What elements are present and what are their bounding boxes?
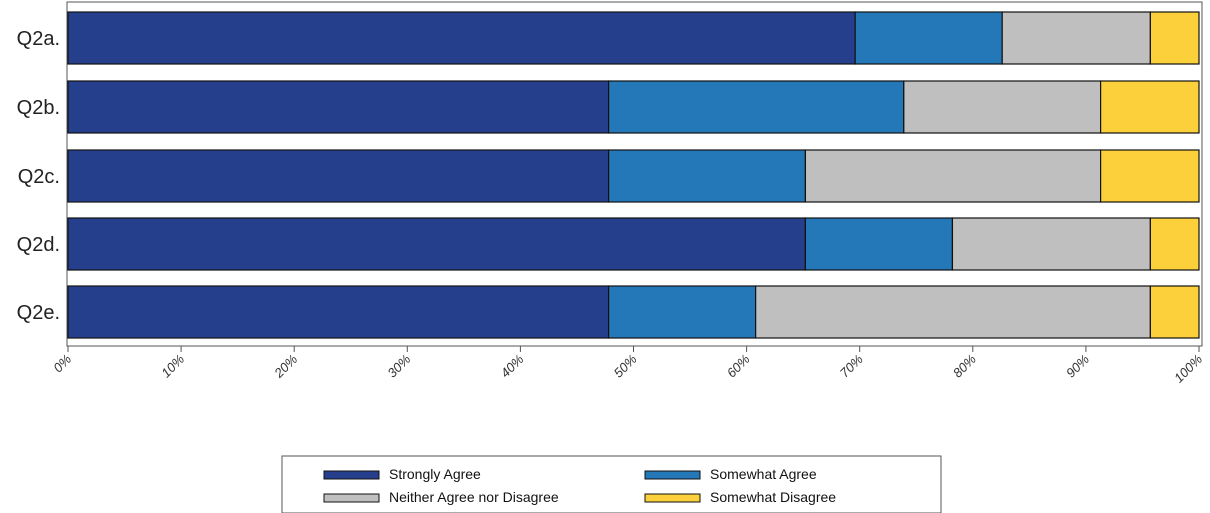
category-label: Q2b. [17,97,60,119]
bar-segment [903,80,1102,134]
bar-segment [1100,149,1200,203]
bar-segment [67,11,856,65]
x-tick-label: 70% [837,352,866,381]
plot-frame [66,1,1203,347]
legend-swatch [644,493,701,503]
x-tick-label: 30% [384,352,413,381]
legend-frame [281,455,942,513]
category-label: Q2a. [17,28,60,50]
category-label: Q2e. [17,302,60,324]
x-tick-label: 60% [724,352,753,381]
x-tick-label: 20% [271,352,301,382]
legend-label: Somewhat Agree [710,466,817,482]
legend-label: Strongly Agree [389,466,481,482]
bar-segment [1100,80,1200,134]
bar-segment [854,11,1003,65]
x-tick-label: 0% [50,352,74,376]
bar-segment [951,217,1151,271]
bar-segment [67,149,610,203]
bar-segment [608,285,757,339]
x-tick-label: 100% [1171,352,1205,386]
category-label: Q2d. [17,234,60,256]
bar-segment [1149,217,1200,271]
x-tick-label: 80% [950,352,979,381]
bar-segment [67,80,610,134]
category-label: Q2c. [18,166,60,188]
bar-segment [608,149,807,203]
bar-segment [755,285,1151,339]
bar-segment [1149,11,1200,65]
x-axis: 0% 10% 20% 30% 40% 50% 60% 70% 80% 90% 100% [50,346,1205,386]
x-tick-label: 50% [611,352,640,381]
bar-segment [67,285,610,339]
bars-group [67,11,1200,339]
bar-segment [608,80,905,134]
x-tick-label: 90% [1063,352,1092,381]
bar-segment [804,217,954,271]
bar-segment [67,217,807,271]
x-tick-label: 40% [498,352,527,381]
bar-segment [1149,285,1200,339]
legend-swatch [323,493,380,503]
legend-swatch [323,470,380,480]
bar-segment [804,149,1102,203]
legend-label: Somewhat Disagree [710,489,836,505]
legend: Strongly Agree Somewhat Agree Neither Agre… [281,455,942,513]
category-labels: Q2a. Q2b. Q2c. Q2d. Q2e. [17,28,60,324]
x-tick-label: 10% [158,352,187,381]
bar-segment [1001,11,1151,65]
legend-label: Neither Agree nor Disagree [389,489,559,505]
legend-swatch [644,470,701,480]
